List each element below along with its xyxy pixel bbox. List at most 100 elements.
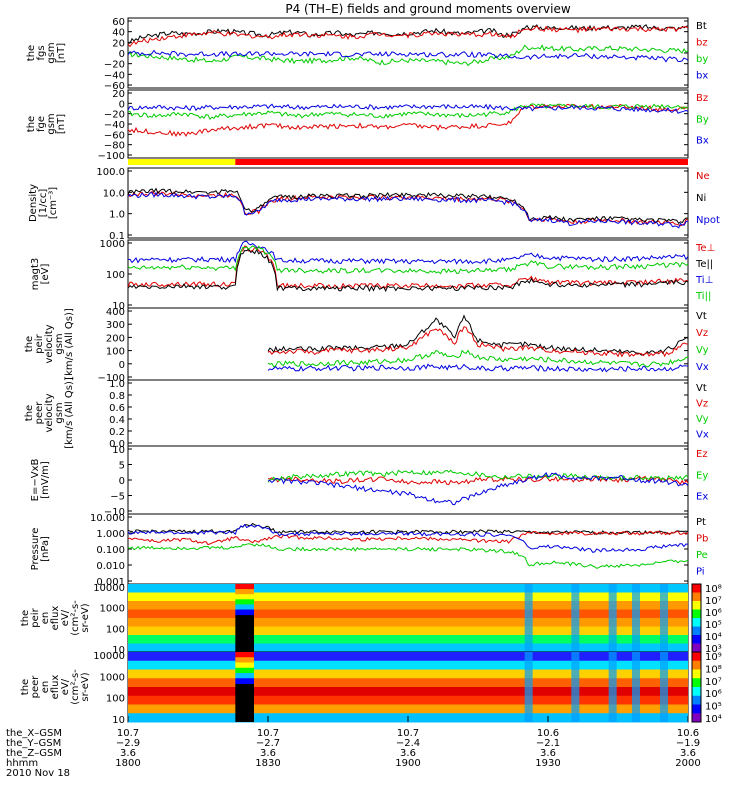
x-axis-row-label: the_Y–GSM xyxy=(6,738,61,749)
y-tick-label: −5 xyxy=(110,492,125,503)
colorbar-segment xyxy=(692,687,701,697)
y-tick-label: 200 xyxy=(106,333,125,344)
colorbar-label: 10⁴ xyxy=(705,714,722,725)
colorbar-segment xyxy=(692,678,701,688)
y-axis-label: [1/cc] xyxy=(38,189,49,218)
colorbar-segment xyxy=(692,618,701,627)
panel-frame xyxy=(127,379,689,447)
series-Pe-line xyxy=(127,543,689,569)
spectrogram-strip xyxy=(235,589,254,595)
spectrogram-strip xyxy=(235,673,254,679)
series-Ez-line xyxy=(267,475,689,486)
y-tick-label: −10 xyxy=(104,507,125,518)
legend-Npot: Npot xyxy=(696,215,720,226)
spectrogram-strip xyxy=(235,657,254,663)
y-tick-label: −40 xyxy=(104,120,125,131)
spectrogram-strip xyxy=(235,678,254,684)
y-axis-label: eV/ xyxy=(60,678,71,695)
data-gap xyxy=(235,683,254,722)
y-tick-label: 100 xyxy=(106,270,125,281)
legend-Bz: Bz xyxy=(696,93,708,104)
y-tick-label: −20 xyxy=(104,110,125,121)
y-tick-label: 1000 xyxy=(100,239,125,250)
legend-Te⊥: Te⊥ xyxy=(695,243,715,254)
spectrogram-strip xyxy=(235,594,254,600)
y-tick-label: 20 xyxy=(112,38,125,49)
series-Te||-line xyxy=(127,248,689,293)
spectrogram-strip xyxy=(235,584,254,590)
y-tick-label: 5 xyxy=(119,461,125,472)
spectrogram-strip xyxy=(235,652,254,658)
y-axis-label: peir xyxy=(30,607,41,627)
y-tick-label: 10.0 xyxy=(103,188,125,199)
x-tick-label: −2.7 xyxy=(256,738,280,749)
legend-Ne: Ne xyxy=(696,171,710,182)
y-axis-label: eV/ xyxy=(60,609,71,626)
y-tick-label: 40 xyxy=(112,28,125,39)
x-tick-label: 1930 xyxy=(535,758,560,769)
y-tick-label: 0 xyxy=(119,99,125,110)
spectrogram-band xyxy=(128,601,688,610)
y-tick-label: −60 xyxy=(104,130,125,141)
y-tick-label: 300 xyxy=(106,320,125,331)
legend-Te||: Te|| xyxy=(695,259,713,270)
spectrogram-dropout xyxy=(571,584,580,652)
series-Vx-line xyxy=(267,363,689,373)
legend-Pt: Pt xyxy=(696,517,706,528)
y-tick-label: −40 xyxy=(104,70,125,81)
series-by-line xyxy=(128,44,689,67)
x-tick-label: 3.6 xyxy=(260,748,276,759)
legend-Ti⊥: Ti⊥ xyxy=(695,275,713,286)
y-axis-label: gsm xyxy=(46,113,57,134)
colorbar-label: 10⁹ xyxy=(705,652,722,663)
y-axis-label: (cm²-s- xyxy=(70,669,81,705)
y-tick-label: 0.6 xyxy=(109,403,125,414)
x-tick-label: 3.6 xyxy=(120,748,136,759)
y-axis-label: [mV/m] xyxy=(40,461,51,499)
colorbar-segment xyxy=(692,592,701,602)
y-tick-label: −80 xyxy=(104,141,125,152)
panel-peir: the peir velocity gsm [km/s (All Qs)] 400 300 2… xyxy=(24,307,709,384)
y-tick-label: 0.4 xyxy=(109,415,125,426)
x-tick-label: 3.6 xyxy=(680,748,696,759)
y-tick-label: 10.000 xyxy=(90,513,125,524)
series-bz-line xyxy=(127,25,689,48)
y-tick-label: 0.100 xyxy=(96,545,125,556)
x-tick-label: 10.7 xyxy=(117,728,139,739)
y-axis-label: velocity xyxy=(44,393,55,432)
spectrogram-band xyxy=(128,687,688,697)
colorbar-segment xyxy=(692,704,701,714)
spectrogram-band xyxy=(128,626,688,636)
y-tick-label: 0 xyxy=(119,476,125,487)
colorbar-segment xyxy=(692,652,701,662)
y-axis-label: the xyxy=(24,336,35,352)
y-axis-label: the xyxy=(24,405,35,421)
panel-frame xyxy=(127,445,689,515)
y-tick-label: −100 xyxy=(98,373,125,384)
y-tick-label: 100.0 xyxy=(96,167,125,178)
y-tick-label: 1000 xyxy=(100,672,125,683)
y-axis-label: magt3 xyxy=(30,258,41,291)
spectrogram-dropout xyxy=(608,652,617,722)
y-axis-label: E=−VxB xyxy=(30,459,41,502)
legend-Ni: Ni xyxy=(696,193,706,204)
spectrogram-band xyxy=(128,695,688,705)
legend-By: By xyxy=(696,114,709,125)
x-tick-label: −1.9 xyxy=(676,738,700,749)
series-bx-line xyxy=(127,49,689,63)
x-tick-label: 1830 xyxy=(255,758,280,769)
y-axis-label: (cm²-s- xyxy=(70,600,81,636)
legend-Pb: Pb xyxy=(696,534,708,545)
colorbar-label: 10⁷ xyxy=(705,677,722,688)
legend-Ti||: Ti|| xyxy=(695,291,711,302)
y-tick-label: 400 xyxy=(106,307,125,318)
y-axis-label: [cm⁻³] xyxy=(48,187,59,219)
y-tick-label: 0.0 xyxy=(109,439,125,450)
legend-Vz: Vz xyxy=(696,399,708,410)
y-tick-label: 1.000 xyxy=(96,529,125,540)
y-axis-label: sr-eV) xyxy=(80,672,91,701)
spectrogram-dropout xyxy=(608,584,617,652)
colorbar-label: 10⁴ xyxy=(705,632,722,643)
